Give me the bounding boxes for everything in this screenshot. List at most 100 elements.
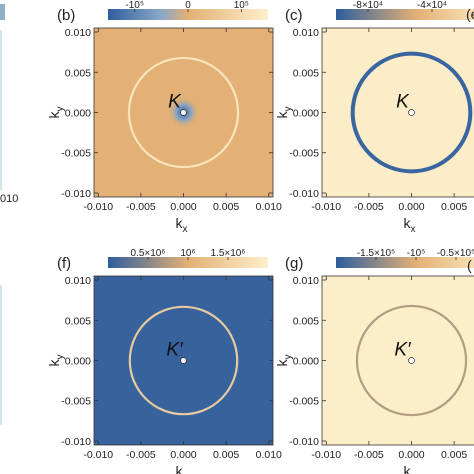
x-tick-label: -0.005 [126,201,156,213]
valley-marker [180,109,187,116]
panel-g: (g) -1.5×10⁵ -10⁵ -0.5×10⁵ K′ -0.010 -0.005 0.0… [274,248,474,474]
colorbar-tick-label: -10⁵ [407,248,426,259]
y-tick-label: 0.000 [65,108,91,120]
colorbar [336,9,474,20]
heatmap [322,276,474,445]
left-plot-fragment-top [0,30,2,190]
x-tick-label: 0.000 [398,449,424,461]
valley-marker [408,357,415,364]
panel-label: (g) [285,255,303,272]
x-tick-label: 0.010 [256,449,282,461]
valley-label: K′ [166,340,184,361]
colorbar-tick-label: -10⁵ [125,0,144,11]
y-tick-label: -0.010 [289,188,319,200]
colorbar [108,9,268,20]
valley-label: K [396,92,410,113]
y-tick-label: 0.000 [65,356,91,368]
y-axis-subscript: y [283,107,294,112]
colorbar-tick-label: -1.5×10⁵ [357,248,395,259]
x-tick-label: -0.005 [354,449,384,461]
y-tick-label: 0.010 [65,275,91,287]
edge-fragments: 010 (e ( [0,4,474,425]
colorbar [336,257,474,268]
x-tick-label: 0.005 [441,449,467,461]
y-tick-label: -0.010 [61,436,91,448]
colorbar-tick-label: -8×10⁴ [353,0,383,11]
colorbar [108,257,268,268]
left-tick-fragment: 010 [0,193,18,205]
x-tick-label: -0.010 [83,449,113,461]
colorbar-tick-label: 10⁶ [180,248,195,259]
x-tick-label: -0.010 [311,201,341,213]
colorbar-tick-label: 1.5×10⁶ [211,248,246,259]
y-tick-label: -0.010 [289,436,319,448]
y-axis-label: ky [46,107,66,119]
x-axis-subscript: x [183,472,188,474]
y-tick-label: 0.005 [293,67,319,79]
panel-b: (b) -10⁵ 0 10⁵ K -0.010 -0.005 0.000 0.005 0.010 0… [46,0,282,235]
x-axis-subscript: x [411,224,416,235]
y-tick-label: 0.000 [293,108,319,120]
valley-marker [180,357,187,364]
x-tick-label: -0.010 [311,449,341,461]
y-tick-label: -0.005 [289,396,319,408]
panel-label: (c) [285,7,303,24]
y-tick-label: 0.010 [293,27,319,39]
panel-label: (f) [57,255,71,272]
x-axis-label: kx [404,463,416,474]
left-colorbar-fragment [0,4,5,20]
colorbar-tick-label: 0 [185,0,191,11]
valley-marker [408,109,415,116]
x-tick-label: -0.005 [126,449,156,461]
y-axis-label: ky [274,355,294,367]
ring [355,304,468,417]
x-tick-label: -0.005 [354,201,384,213]
y-axis-label: ky [274,107,294,119]
y-axis-subscript: y [283,355,294,360]
x-tick-label: -0.010 [83,201,113,213]
heatmap-background [322,276,474,445]
x-tick-label: 0.005 [441,201,467,213]
panel-c: (c)-8×10⁴-4×10⁴0K-0.010-0.0050.0000.0050… [274,0,474,235]
x-tick-label: 0.000 [398,201,424,213]
y-tick-label: 0.010 [65,27,91,39]
x-axis-subscript: x [411,472,416,474]
panel-f: (f) 0.5×10⁶ 10⁶ 1.5×10⁶ K′ -0.010 -0.005 0.000 0… [46,248,282,474]
y-tick-label: -0.005 [289,148,319,160]
ring [128,305,239,416]
y-tick-label: -0.005 [61,396,91,408]
panel-label: (b) [57,7,75,24]
colorbar-tick-label: -0.5×10⁵ [437,248,474,259]
y-tick-label: 0.010 [293,275,319,287]
y-tick-label: 0.000 [293,356,319,368]
colorbar-tick-label: 0.5×10⁶ [131,248,166,259]
colorbar-tick-label: 10⁵ [234,0,249,11]
x-tick-label: 0.005 [213,201,239,213]
x-axis-label: kx [176,215,188,235]
y-axis-subscript: y [55,355,66,360]
valley-label: K [168,92,182,113]
y-axis-subscript: y [55,107,66,112]
y-tick-label: -0.010 [61,188,91,200]
colorbar-tick-label: -4×10⁴ [417,0,447,11]
right-panel-label-fragment-bottom: ( [467,257,472,273]
x-tick-label: 0.010 [256,201,282,213]
right-panel-label-fragment-top: (e [466,6,474,22]
y-tick-label: -0.005 [61,148,91,160]
x-tick-label: 0.000 [170,449,196,461]
left-plot-fragment-bottom [0,285,2,425]
y-axis-label: ky [46,355,66,367]
y-tick-label: 0.005 [293,315,319,327]
x-axis-label: kx [176,463,188,474]
ring [350,51,473,174]
heatmap [322,28,474,197]
valley-label: K′ [394,340,412,361]
x-tick-label: 0.005 [213,449,239,461]
x-axis-subscript: x [183,224,188,235]
ring [127,56,240,169]
y-tick-label: 0.005 [65,315,91,327]
x-tick-label: 0.000 [170,201,196,213]
y-tick-label: 0.005 [65,67,91,79]
x-axis-label: kx [404,215,416,235]
